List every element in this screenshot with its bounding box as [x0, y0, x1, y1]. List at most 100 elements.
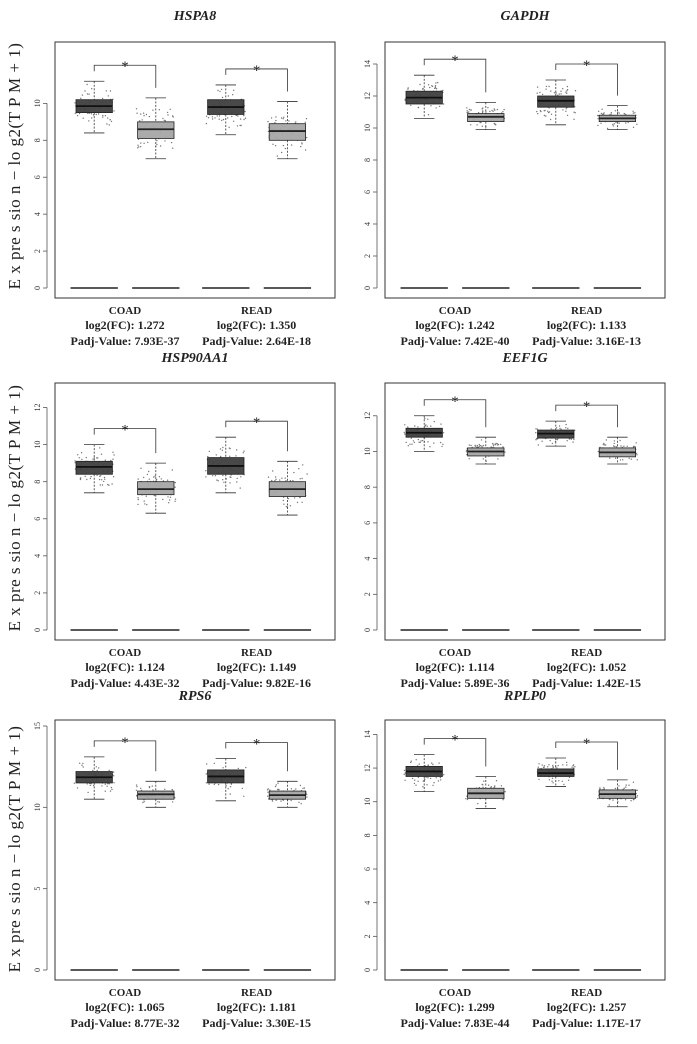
tumor-point — [565, 91, 567, 93]
tumor-point — [418, 763, 420, 765]
tumor-point — [550, 113, 553, 116]
normal-point — [152, 109, 154, 111]
normal-point — [289, 505, 292, 507]
normal-point — [164, 120, 167, 122]
y-tick-label: 6 — [363, 521, 372, 525]
tumor-point — [435, 88, 438, 90]
tumor-point — [555, 427, 558, 429]
normal-point — [162, 498, 164, 501]
tumor-point — [572, 767, 575, 769]
normal-point — [299, 496, 301, 499]
tumor-point — [439, 441, 442, 444]
normal-point — [272, 143, 274, 145]
fold-change-label: log2(FC): 1.065 — [85, 1000, 164, 1014]
normal-point — [617, 111, 619, 113]
tumor-point — [566, 114, 569, 117]
tumor-point — [222, 767, 224, 769]
normal-point — [174, 797, 176, 799]
tumor-box — [532, 420, 580, 631]
y-tick-label: 8 — [363, 485, 372, 489]
tumor-point — [432, 784, 434, 787]
normal-point — [504, 451, 506, 453]
y-tick-label: 0 — [33, 286, 42, 290]
tumor-point — [429, 86, 431, 89]
tumor-point — [215, 454, 217, 456]
tumor-point — [562, 764, 564, 766]
tumor-point — [205, 476, 207, 478]
normal-point — [599, 787, 601, 789]
tumor-point — [568, 776, 571, 779]
significance-star: * — [583, 399, 591, 415]
normal-point — [468, 111, 470, 113]
normal-point — [153, 476, 155, 478]
tumor-point — [229, 786, 232, 788]
normal-box — [263, 101, 312, 289]
normal-point — [145, 113, 148, 116]
fold-change-label: log2(FC): 1.299 — [415, 1000, 494, 1014]
tumor-point — [413, 441, 416, 444]
fold-change-label: log2(FC): 1.149 — [217, 660, 296, 674]
tumor-point — [403, 769, 406, 772]
normal-point — [151, 785, 153, 787]
y-tick-label: 6 — [33, 175, 42, 179]
significance-star: * — [451, 733, 459, 749]
normal-point — [465, 449, 468, 452]
tumor-point — [418, 441, 420, 443]
tumor-point — [106, 785, 108, 787]
normal-point — [466, 110, 468, 112]
normal-point — [290, 799, 292, 802]
tumor-point — [404, 779, 406, 781]
tumor-point — [98, 478, 101, 481]
tumor-point — [414, 779, 416, 781]
tumor-point — [560, 428, 562, 430]
normal-point — [140, 146, 142, 148]
normal-point — [598, 110, 600, 113]
normal-point — [300, 145, 302, 148]
y-tick-label: 8 — [363, 833, 372, 837]
tumor-point — [101, 97, 104, 100]
tumor-point — [221, 119, 223, 122]
normal-point — [468, 458, 470, 460]
tumor-point — [245, 766, 247, 769]
normal-box — [263, 780, 312, 971]
tumor-point — [103, 476, 106, 479]
tumor-point — [237, 767, 239, 770]
normal-point — [301, 143, 303, 145]
normal-point — [603, 442, 605, 445]
tumor-point — [244, 117, 247, 119]
tumor-point — [538, 763, 540, 765]
tumor-point — [417, 426, 419, 428]
padj-label: Padj-Value: 5.89E-36 — [401, 676, 510, 690]
significance-star: * — [253, 63, 261, 79]
tumor-point — [88, 93, 90, 95]
normal-point — [137, 144, 139, 146]
tumor-point — [205, 773, 207, 775]
tumor-point — [545, 115, 547, 117]
tumor-point — [411, 443, 413, 445]
tumor-point — [243, 450, 245, 452]
normal-point — [140, 142, 142, 144]
normal-point — [500, 443, 502, 446]
normal-point — [279, 479, 281, 481]
normal-point — [148, 786, 151, 789]
tumor-point — [574, 90, 577, 92]
tumor-point — [566, 92, 568, 95]
tumor-point — [407, 87, 409, 89]
normal-point — [140, 113, 142, 115]
normal-point — [605, 439, 607, 441]
tumor-point — [556, 767, 558, 769]
normal-point — [275, 116, 277, 118]
tumor-point — [101, 785, 103, 787]
padj-label: Padj-Value: 2.64E-18 — [202, 334, 311, 348]
tumor-point — [243, 118, 245, 121]
tumor-point — [561, 780, 563, 782]
normal-point — [282, 118, 284, 120]
tumor-point — [541, 440, 543, 442]
normal-point — [282, 144, 285, 147]
normal-point — [283, 503, 285, 505]
normal-point — [271, 800, 274, 802]
fold-change-label: log2(FC): 1.124 — [85, 660, 164, 674]
